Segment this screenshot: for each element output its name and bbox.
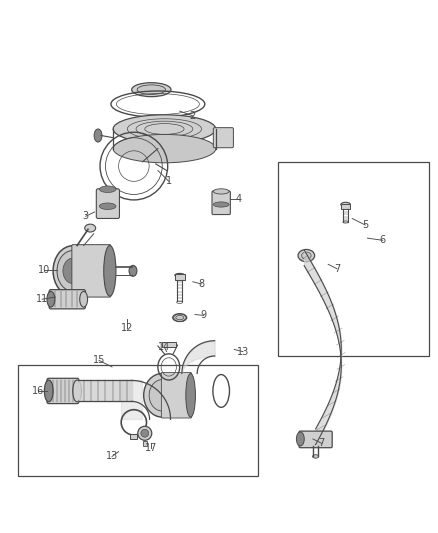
Ellipse shape: [63, 258, 82, 284]
Text: 14: 14: [158, 342, 170, 352]
Ellipse shape: [132, 83, 171, 96]
Ellipse shape: [213, 202, 229, 207]
Text: 16: 16: [32, 386, 44, 396]
Text: 9: 9: [201, 310, 207, 320]
Text: 4: 4: [236, 194, 242, 204]
FancyBboxPatch shape: [161, 373, 191, 418]
Ellipse shape: [99, 186, 116, 192]
Ellipse shape: [141, 430, 149, 437]
Text: 12: 12: [121, 322, 134, 333]
Ellipse shape: [341, 203, 350, 207]
FancyBboxPatch shape: [49, 289, 85, 309]
Text: 15: 15: [93, 356, 105, 365]
Ellipse shape: [301, 252, 311, 259]
Text: 8: 8: [198, 279, 205, 289]
Ellipse shape: [53, 246, 92, 296]
Ellipse shape: [99, 203, 116, 209]
Text: 7: 7: [334, 264, 340, 273]
Ellipse shape: [313, 455, 319, 458]
Ellipse shape: [216, 130, 226, 146]
Text: 11: 11: [36, 294, 48, 304]
Ellipse shape: [137, 85, 166, 94]
Ellipse shape: [186, 374, 195, 417]
FancyBboxPatch shape: [299, 431, 332, 448]
Text: 10: 10: [38, 265, 50, 275]
Bar: [131, 434, 138, 439]
Ellipse shape: [73, 380, 81, 402]
Text: 5: 5: [362, 220, 368, 230]
Text: 2: 2: [190, 111, 196, 121]
Text: 3: 3: [83, 211, 89, 221]
FancyBboxPatch shape: [72, 245, 111, 297]
Ellipse shape: [213, 189, 229, 194]
Ellipse shape: [149, 379, 175, 411]
Ellipse shape: [113, 115, 216, 143]
Ellipse shape: [85, 224, 95, 232]
Ellipse shape: [47, 292, 55, 307]
Ellipse shape: [138, 426, 152, 440]
Text: 13: 13: [237, 346, 249, 357]
FancyBboxPatch shape: [47, 378, 79, 403]
Text: 7: 7: [318, 438, 325, 448]
FancyBboxPatch shape: [212, 191, 230, 215]
Text: 13: 13: [106, 451, 118, 462]
Ellipse shape: [297, 432, 304, 446]
Bar: [175, 274, 184, 280]
FancyBboxPatch shape: [213, 128, 233, 148]
Bar: [143, 441, 147, 446]
Ellipse shape: [44, 380, 53, 402]
Text: 6: 6: [380, 235, 386, 245]
Ellipse shape: [144, 374, 181, 417]
FancyBboxPatch shape: [96, 189, 120, 219]
Ellipse shape: [175, 273, 184, 277]
Ellipse shape: [80, 292, 88, 307]
Bar: [341, 204, 350, 209]
Bar: [18, 365, 258, 476]
Ellipse shape: [129, 265, 137, 276]
Bar: [162, 342, 176, 348]
Text: 17: 17: [145, 443, 158, 453]
Ellipse shape: [113, 134, 216, 163]
Ellipse shape: [57, 251, 88, 291]
Text: 1: 1: [166, 176, 172, 187]
Ellipse shape: [176, 316, 184, 320]
Ellipse shape: [173, 313, 187, 321]
Ellipse shape: [104, 246, 116, 296]
Ellipse shape: [298, 249, 314, 262]
Ellipse shape: [94, 129, 102, 142]
Bar: [278, 161, 428, 356]
